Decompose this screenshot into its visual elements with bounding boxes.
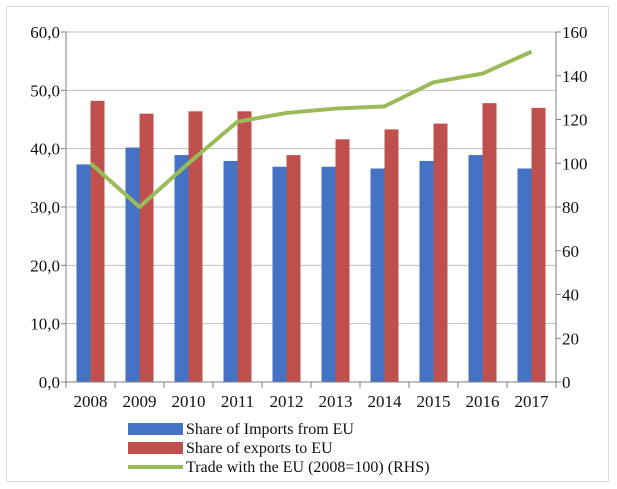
trade-line-series bbox=[89, 49, 533, 209]
trade-line bbox=[89, 49, 533, 209]
legend-swatch bbox=[128, 442, 183, 454]
bar-exports bbox=[237, 111, 252, 382]
y2-tick-label: 160 bbox=[562, 23, 588, 42]
x-tick-label: 2010 bbox=[172, 392, 206, 411]
legend-label: Trade with the EU (2008=100) (RHS) bbox=[186, 459, 430, 476]
bar-imports bbox=[517, 168, 532, 382]
bar-imports bbox=[468, 155, 483, 382]
y2-tick-label: 120 bbox=[562, 111, 588, 130]
x-tick-label: 2008 bbox=[74, 392, 108, 411]
bar-imports bbox=[419, 160, 434, 382]
x-tick-label: 2012 bbox=[270, 392, 304, 411]
bar-exports bbox=[139, 113, 154, 383]
bar-exports bbox=[335, 139, 350, 382]
x-tick-label: 2009 bbox=[123, 392, 157, 411]
y2-tick-label: 40 bbox=[562, 286, 579, 305]
legend-label: Share of exports to EU bbox=[186, 440, 333, 457]
legend: Share of Imports from EU Share of exports… bbox=[128, 421, 430, 476]
x-tick-label: 2016 bbox=[466, 392, 500, 411]
bar-exports bbox=[286, 155, 301, 382]
bar-imports bbox=[174, 155, 189, 382]
y-tick-label: 60,0 bbox=[30, 23, 60, 42]
bar-imports bbox=[76, 164, 91, 382]
y-tick-label: 50,0 bbox=[30, 81, 60, 100]
bar-exports bbox=[384, 129, 399, 382]
y-tick-label: 10,0 bbox=[30, 315, 60, 334]
y-tick-label: 20,0 bbox=[30, 256, 60, 275]
x-tick-label: 2015 bbox=[417, 392, 451, 411]
y2-tick-label: 20 bbox=[562, 329, 579, 348]
bar-exports bbox=[482, 103, 497, 383]
y-tick-label: 0,0 bbox=[39, 373, 60, 392]
bar-imports bbox=[321, 166, 336, 382]
bar-exports bbox=[433, 123, 448, 382]
x-tick-label: 2014 bbox=[368, 392, 403, 411]
y2-tick-label: 0 bbox=[562, 373, 571, 392]
bar-imports bbox=[223, 160, 238, 382]
bars bbox=[76, 100, 546, 383]
x-tick-label: 2017 bbox=[515, 392, 550, 411]
bar-exports bbox=[90, 100, 105, 382]
x-tick-label: 2011 bbox=[221, 392, 254, 411]
y2-tick-label: 140 bbox=[562, 67, 588, 86]
bar-exports bbox=[531, 107, 546, 382]
chart-frame bbox=[6, 6, 609, 482]
y2-tick-label: 60 bbox=[562, 242, 579, 261]
y-tick-label: 30,0 bbox=[30, 198, 60, 217]
bar-exports bbox=[188, 111, 203, 382]
legend-label: Share of Imports from EU bbox=[186, 421, 354, 438]
bar-imports bbox=[272, 166, 287, 382]
bar-imports bbox=[125, 147, 140, 382]
bar-imports bbox=[370, 168, 385, 382]
legend-swatch bbox=[128, 423, 183, 435]
axes bbox=[61, 31, 561, 388]
y2-tick-label: 100 bbox=[562, 154, 588, 173]
y-tick-label: 40,0 bbox=[30, 140, 60, 159]
tick-labels: 0,0 10,0 20,0 30,0 40,0 50,0 60,0 0 20 40 60 80 100 1… bbox=[30, 23, 587, 411]
x-tick-label: 2013 bbox=[319, 392, 353, 411]
y2-tick-label: 80 bbox=[562, 198, 579, 217]
